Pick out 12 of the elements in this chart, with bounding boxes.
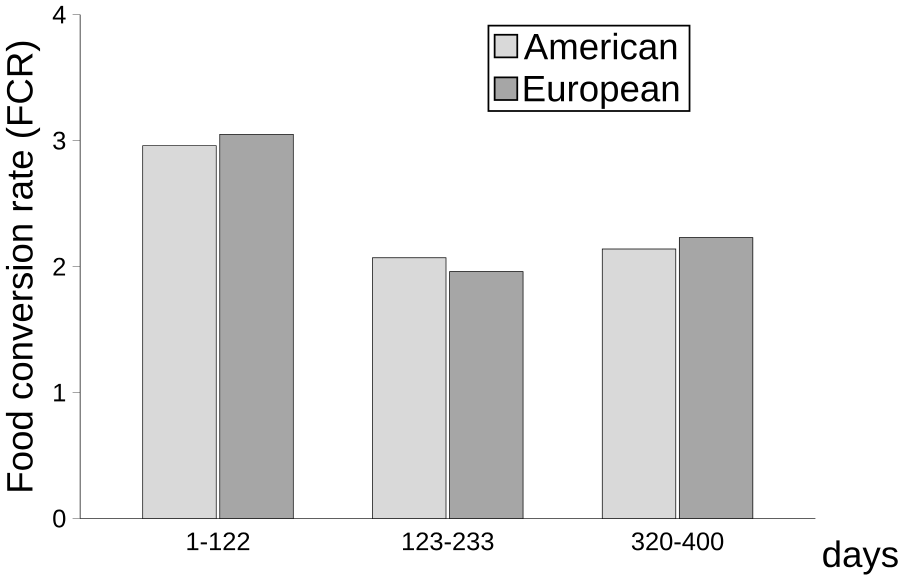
y-tick-label: 1 xyxy=(54,384,66,402)
y-tick-label: 4 xyxy=(52,6,66,24)
y-tick-label: 0 xyxy=(53,509,66,528)
x-tick-label: 1-122 xyxy=(187,532,250,550)
x-tick-label: 123-233 xyxy=(403,532,494,550)
y-axis-title: Food conversion rate (FCR) xyxy=(6,42,40,491)
legend-label: American xyxy=(524,32,676,60)
y-tick-label: 3 xyxy=(53,131,66,150)
x-axis-title: days xyxy=(823,540,898,574)
y-tick-label: 2 xyxy=(53,258,66,276)
x-tick-label: 320-400 xyxy=(632,532,724,550)
legend-label: European xyxy=(524,76,678,109)
